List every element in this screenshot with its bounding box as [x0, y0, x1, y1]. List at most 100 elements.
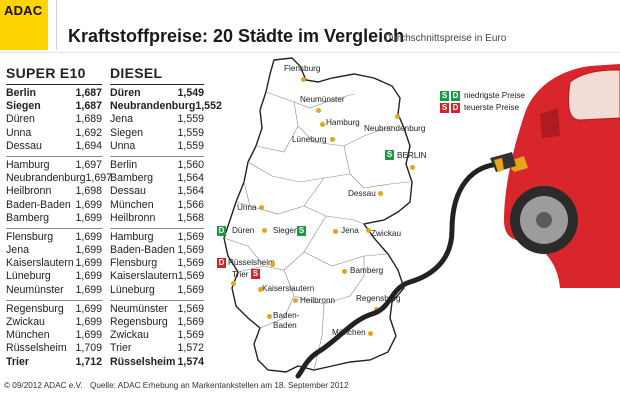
super-e10-price: 1,712	[75, 355, 102, 368]
super-e10-city: Rüsselsheim	[6, 342, 67, 355]
map-label-trier: Trier	[232, 270, 249, 279]
diesel-price: 1,566	[177, 198, 204, 211]
super-e10-row: Neumünster 1,699	[6, 284, 102, 297]
super-e10-row: Lüneburg 1,699	[6, 270, 102, 283]
diesel-row: Regensburg 1,569	[110, 316, 204, 329]
diesel-city: Unna	[110, 139, 136, 152]
diesel-city: Flensburg	[110, 257, 158, 270]
diesel-city: Jena	[110, 113, 133, 126]
map-dot-ruesselsheim	[270, 262, 275, 267]
diesel-row: Neumünster 1,569	[110, 303, 204, 316]
map-label-zwickau: Zwickau	[371, 229, 402, 238]
super-e10-city: Regensburg	[6, 302, 64, 315]
super-e10-price: 1,699	[75, 198, 102, 211]
super-e10-row: Heilbronn 1,698	[6, 185, 102, 198]
super-e10-price: 1,698	[75, 185, 102, 198]
map-label-hamburg: Hamburg	[326, 118, 360, 127]
diesel-city: Lüneburg	[110, 283, 155, 296]
super-e10-city: Berlin	[6, 87, 37, 99]
super-e10-city: Baden-Baden	[6, 198, 71, 211]
super-e10-row: Zwickau 1,699	[6, 316, 102, 329]
diesel-price: 1,559	[177, 139, 204, 152]
super-e10-city: München	[6, 329, 50, 342]
germany-map	[223, 57, 413, 373]
super-e10-row: Hamburg 1,697	[6, 159, 102, 172]
super-e10-price: 1,699	[75, 283, 102, 296]
diesel-price: 1,569	[177, 257, 204, 270]
super-e10-city: Siegen	[6, 100, 41, 113]
map-label-bamberg: Bamberg	[350, 266, 384, 275]
super-e10-price: 1,699	[75, 244, 102, 257]
super-e10-row: Baden-Baden 1,699	[6, 199, 102, 212]
diesel-city: Siegen	[110, 126, 143, 139]
diesel-price: 1,549	[177, 87, 204, 99]
diesel-group: Düren 1,549 Neubrandenburg 1,552 Jena 1,559 Si…	[110, 87, 222, 155]
super-e10-price: 1,699	[75, 257, 102, 270]
diesel-city: Regensburg	[110, 316, 168, 328]
page-subtitle: Durchschnittspreise in Euro	[384, 33, 507, 44]
super-e10-city: Jena	[6, 244, 29, 257]
diesel-row: Düren 1,549	[110, 87, 204, 100]
super-e10-row: Neubrandenburg 1,697	[6, 172, 112, 185]
diesel-row: Rüsselsheim 1,574	[110, 356, 204, 369]
diesel-city: Hamburg	[110, 230, 154, 243]
diesel-city: Berlin	[110, 158, 138, 171]
map-dot-kaiserslautern	[258, 287, 263, 292]
legend-low-d: D	[451, 91, 460, 101]
map-dot-jena	[333, 229, 338, 234]
super-e10-heading: SUPER E10	[6, 65, 86, 81]
diesel-price: 1,559	[177, 126, 204, 139]
map-label-muenchen: München	[332, 328, 366, 337]
map-label-siegen: Siegen	[273, 226, 299, 235]
super-e10-table: SUPER E10 Berlin 1,687 Siegen 1,687 Düren 1,6…	[6, 64, 112, 371]
diesel-group: Berlin 1,560 Bamberg 1,564 Dessau 1,564 Münche…	[110, 159, 204, 227]
map-label-flensburg: Flensburg	[284, 64, 321, 73]
diesel-city: Trier	[110, 342, 132, 355]
super-e10-price: 1,699	[75, 302, 102, 315]
legend-high-d: D	[451, 103, 460, 113]
badge-berlin-s: S	[385, 150, 394, 160]
badge-trier-s: S	[251, 269, 260, 279]
super-e10-city: Düren	[6, 113, 35, 126]
diesel-price: 1,569	[177, 270, 205, 283]
super-e10-city: Hamburg	[6, 158, 50, 171]
diesel-row: Baden-Baden 1,569	[110, 244, 204, 257]
diesel-separator	[110, 227, 204, 229]
diesel-price: 1,569	[177, 244, 204, 257]
map-label-unna: Unna	[237, 203, 257, 212]
diesel-row: Unna 1,559	[110, 140, 204, 153]
diesel-row: Berlin 1,560	[110, 159, 204, 172]
car-illustration	[490, 64, 620, 288]
diesel-price: 1,574	[177, 355, 204, 368]
diesel-separator	[110, 299, 204, 301]
super-e10-city: Trier	[6, 355, 29, 368]
super-e10-price: 1,694	[75, 139, 102, 152]
diesel-price: 1,559	[177, 113, 204, 126]
diesel-price: 1,564	[177, 185, 204, 198]
map-dot-unna	[259, 205, 264, 210]
map-dot-neubrandenburg	[395, 114, 400, 119]
super-e10-city: Flensburg	[6, 230, 54, 243]
diesel-heading-rule	[110, 84, 204, 85]
diesel-price: 1,569	[177, 230, 204, 243]
map-label-heilbronn: Heilbronn	[300, 296, 336, 305]
super-e10-price: 1,699	[75, 329, 102, 342]
diesel-row: Lüneburg 1,569	[110, 284, 204, 297]
diesel-price: 1,569	[177, 316, 204, 328]
map-dot-trier	[231, 281, 236, 286]
diesel-price: 1,560	[177, 158, 204, 171]
diesel-city: Baden-Baden	[110, 244, 175, 257]
map-label-neumuenster: Neumünster	[300, 95, 345, 104]
super-e10-row: Berlin 1,687	[6, 87, 102, 100]
super-e10-city: Unna	[6, 126, 32, 139]
super-e10-city: Lüneburg	[6, 270, 51, 283]
badge-dueren-d: D	[217, 226, 226, 236]
super-e10-row: Flensburg 1,699	[6, 231, 102, 244]
map-dot-berlin	[410, 165, 415, 170]
badge-siegen-s: S	[297, 226, 306, 236]
diesel-group: Neumünster 1,569 Regensburg 1,569 Zwickau 1,5…	[110, 303, 204, 371]
super-e10-city: Neubrandenburg	[6, 172, 86, 185]
super-e10-price: 1,699	[75, 270, 102, 283]
diesel-price: 1,552	[195, 100, 222, 113]
